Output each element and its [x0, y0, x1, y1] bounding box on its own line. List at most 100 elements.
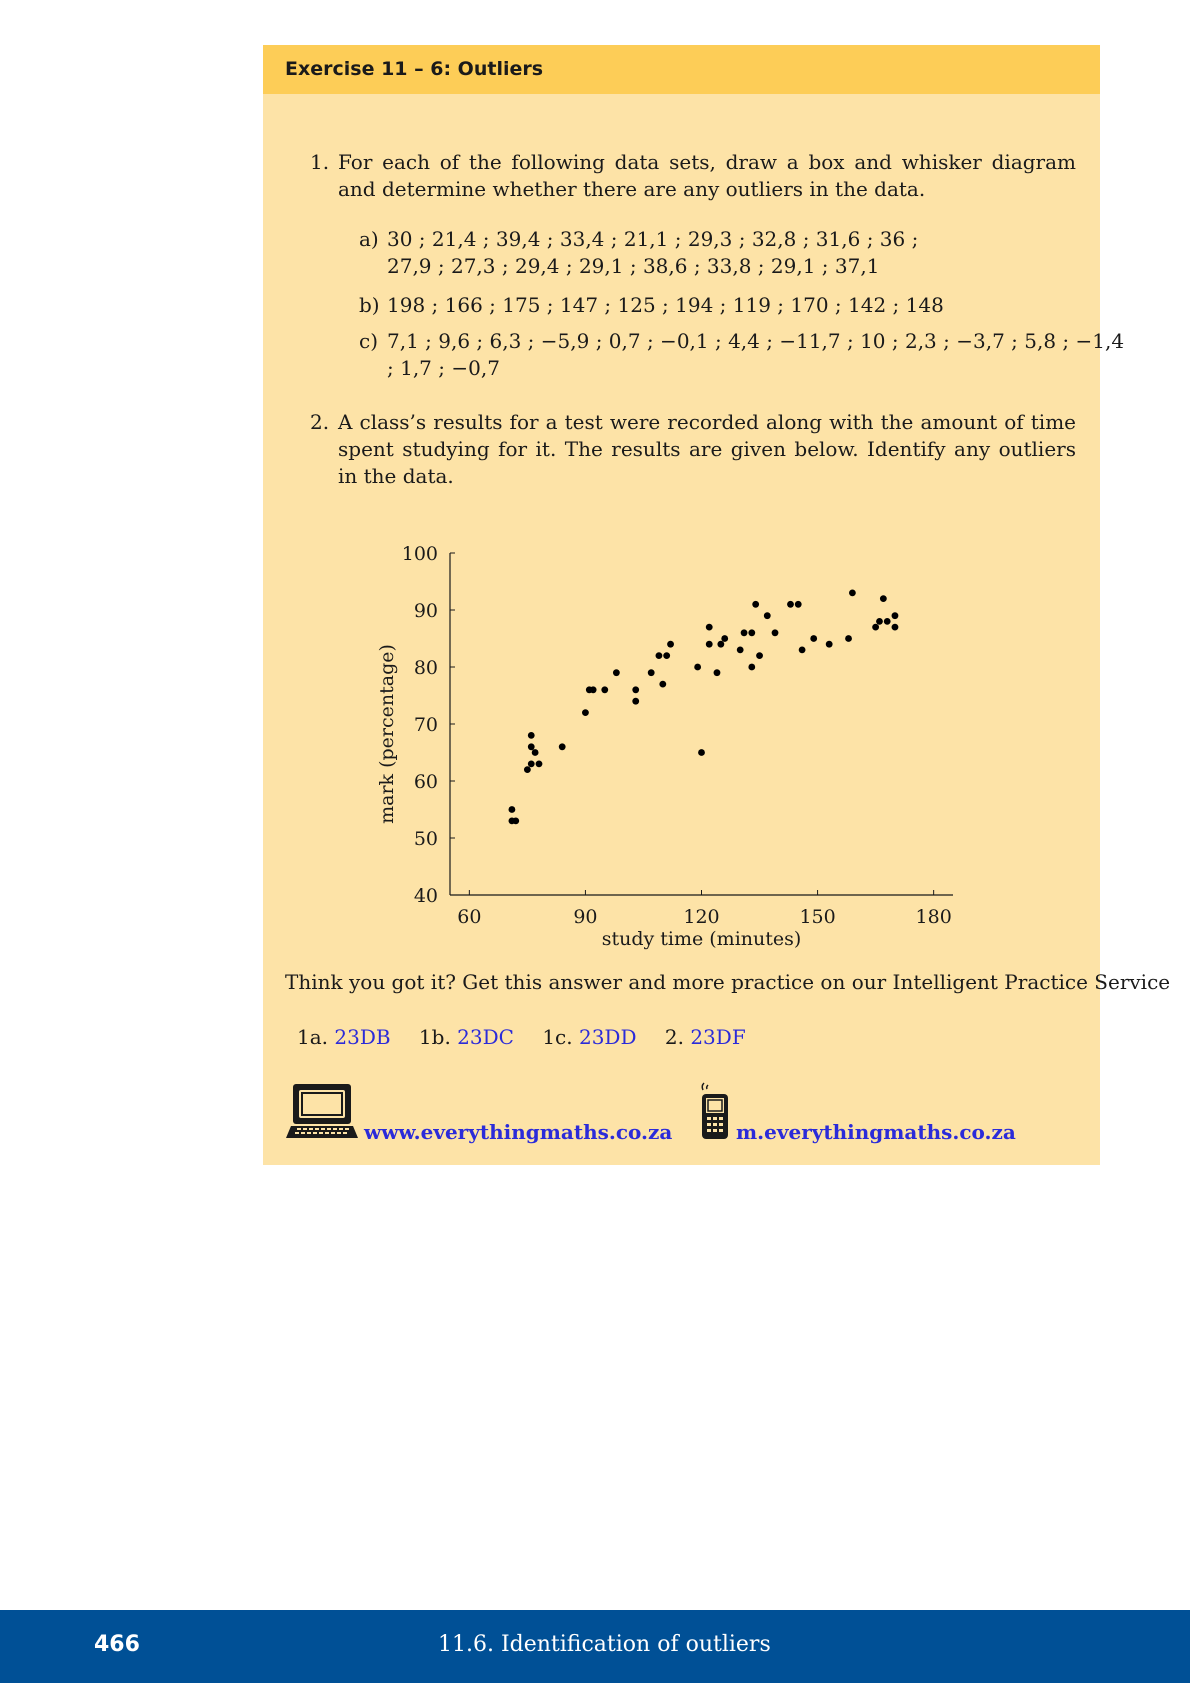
code-item-2: 2. 23DF [665, 1025, 746, 1049]
data-point [663, 652, 671, 659]
question-1: 1. For each of the following data sets, … [310, 149, 1076, 209]
question-1b-label: b) [359, 293, 380, 317]
question-1c-line-2: ; 1,7 ; −0,7 [387, 356, 500, 380]
data-point [721, 635, 729, 642]
scatter-chart-svg: mark (percentage) study time (minutes) 4… [376, 543, 953, 950]
y-tick-label: 90 [414, 600, 438, 622]
data-point [883, 618, 891, 625]
data-point [694, 663, 702, 671]
data-point [752, 600, 760, 608]
data-point [582, 709, 589, 716]
x-tick-label: 180 [916, 906, 952, 928]
data-point [558, 743, 566, 751]
question-1a-label: a) [359, 227, 379, 251]
exercise-header: Exercise 11 – 6: Outliers [263, 45, 1100, 94]
data-point [872, 623, 880, 631]
page-number: 466 [94, 1632, 140, 1657]
data-point [713, 669, 721, 677]
code-link-1b[interactable]: 23DC [457, 1025, 514, 1049]
question-2: 2. A class’s results for a test were rec… [310, 409, 1076, 488]
code-label: 1b. [418, 1025, 451, 1049]
data-point [876, 618, 883, 625]
data-point [527, 743, 535, 751]
question-1a-line-2: 27,9 ; 27,3 ; 29,4 ; 29,1 ; 38,6 ; 33,8 … [387, 254, 880, 278]
x-tick-label: 150 [799, 906, 835, 928]
question-1c-data: 7,1 ; 9,6 ; 6,3 ; −5,9 ; 0,7 ; −0,1 ; 4,… [387, 328, 1124, 382]
practice-text: Think you got it? Get this answer and mo… [285, 970, 1171, 994]
question-1-number: 1. [310, 150, 330, 174]
laptop-icon [286, 1084, 358, 1138]
question-1c-label: c) [359, 329, 379, 353]
exercise-box: Exercise 11 – 6: Outliers 1. For each of… [263, 45, 1170, 1165]
data-point [748, 629, 756, 637]
data-point [794, 600, 802, 608]
y-tick-label: 40 [414, 885, 438, 907]
data-point [717, 640, 725, 648]
data-point [705, 623, 713, 631]
data-point [527, 732, 535, 739]
data-point [601, 686, 609, 694]
data-point [736, 646, 744, 654]
section-title: 11.6. Identification of outliers [438, 1632, 771, 1657]
data-point [879, 595, 887, 602]
code-label: 2. [664, 1025, 684, 1049]
question-1b-data: 198 ; 166 ; 175 ; 147 ; 125 ; 194 ; 119 … [387, 292, 944, 319]
data-point [655, 652, 663, 659]
code-link-2[interactable]: 23DF [690, 1025, 746, 1049]
data-point [810, 635, 818, 642]
question-1-text: For each of the following data sets, dra… [338, 150, 1076, 201]
code-link-1a[interactable]: 23DB [334, 1025, 391, 1049]
data-point [825, 640, 833, 648]
code-item-1b: 1b. 23DC [419, 1025, 514, 1049]
data-point [787, 600, 794, 608]
web-link[interactable]: www.everythingmaths.co.za [364, 1120, 673, 1144]
mobile-phone-icon [701, 1082, 728, 1139]
code-item-1a: 1a. 23DB [297, 1025, 391, 1049]
data-point [659, 680, 667, 688]
data-point [891, 612, 899, 620]
data-point [698, 749, 705, 756]
question-2-text: A class’s results for a test were record… [338, 410, 1076, 488]
question-1c-line-1: 7,1 ; 9,6 ; 6,3 ; −5,9 ; 0,7 ; −0,1 ; 4,… [387, 329, 1125, 353]
data-point [849, 589, 856, 597]
question-2-number: 2. [310, 410, 330, 434]
data-point [589, 686, 597, 694]
question-1a-data: 30 ; 21,4 ; 39,4 ; 33,4 ; 21,1 ; 29,3 ; … [387, 226, 918, 280]
question-1b-line-1: 198 ; 166 ; 175 ; 147 ; 125 ; 194 ; 119 … [387, 293, 944, 317]
y-tick-label: 100 [402, 543, 438, 565]
x-tick-label: 60 [457, 906, 481, 928]
data-point [756, 652, 763, 659]
y-axis-label: mark (percentage) [376, 644, 398, 824]
data-point [612, 669, 620, 677]
data-point [531, 749, 539, 756]
y-tick-label: 80 [414, 657, 438, 679]
scatter-chart: mark (percentage) study time (minutes) 4… [363, 495, 963, 955]
x-tick-label: 90 [573, 906, 597, 928]
data-point [632, 686, 640, 694]
data-point [771, 629, 779, 637]
data-point [647, 669, 655, 677]
practice-codes: 1a. 23DB 1b. 23DC 1c. 23DD 2. 23DF [297, 1025, 768, 1049]
data-point [523, 766, 531, 773]
data-point [535, 760, 543, 768]
data-point [512, 817, 520, 825]
page-footer: 466 11.6. Identification of outliers [0, 1610, 1190, 1683]
data-point [748, 663, 756, 671]
code-label: 1c. [542, 1025, 573, 1049]
code-item-1c: 1c. 23DD [542, 1025, 636, 1049]
exercise-title: Exercise 11 – 6: Outliers [285, 58, 544, 80]
mobile-link[interactable]: m.everythingmaths.co.za [736, 1120, 1016, 1144]
x-axis-label: study time (minutes) [602, 928, 802, 950]
data-point [740, 629, 748, 637]
data-point [705, 640, 713, 648]
data-point [798, 646, 806, 654]
data-point [891, 623, 899, 631]
data-point [845, 635, 852, 642]
code-label: 1a. [297, 1025, 329, 1049]
y-tick-label: 60 [414, 771, 438, 793]
x-tick-label: 120 [683, 906, 719, 928]
data-point [667, 640, 674, 648]
data-point [632, 697, 640, 705]
code-link-1c[interactable]: 23DD [578, 1025, 637, 1049]
data-point [527, 760, 535, 768]
